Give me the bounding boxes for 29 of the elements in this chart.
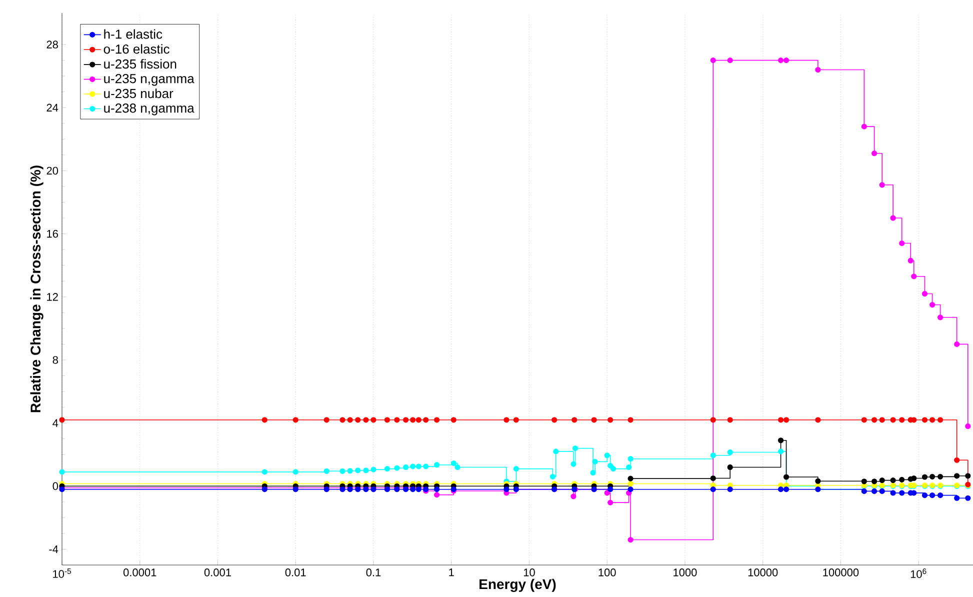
y-tick-label: 24 [46, 104, 58, 112]
x-tick-label: 0.0001 [123, 568, 156, 576]
x-tick-label: 10 [524, 568, 535, 576]
x-tick-label: 0.001 [204, 568, 231, 576]
y-tick-label: 20 [46, 166, 58, 175]
x-tick-label: 0.1 [366, 568, 381, 576]
y-tick-label: 0 [52, 482, 58, 490]
x-tick-label: 10000 [748, 568, 778, 576]
x-tick-label: 1 [449, 568, 454, 576]
x-tick-label: 1000 [674, 568, 697, 576]
legend-label: o-16 elastic [104, 44, 170, 54]
y-tick-label: 28 [46, 40, 58, 48]
y-tick-label: 4 [52, 419, 58, 427]
legend-label: h-1 elastic [104, 29, 162, 39]
x-tick-label: 10$^{-5}$ [53, 568, 71, 578]
y-tick-label: 12 [47, 293, 58, 301]
y-tick-label: -4 [49, 545, 58, 554]
x-tick-label: 0.01 [285, 568, 306, 576]
x-tick-label: 100000 [823, 568, 859, 576]
y-axis-title: Relative Change in Cross-section (%) [30, 166, 44, 412]
x-axis-title: Energy (eV) [480, 578, 556, 592]
legend-label: u-235 n,gamma [104, 74, 194, 86]
legend-label: u-235 fission [104, 59, 176, 69]
x-tick-label: 100 [598, 568, 616, 576]
y-tick-label: 16 [47, 230, 58, 238]
legend-label: u-238 n,gamma [104, 103, 194, 116]
legend-label: u-235 nubar [104, 88, 174, 98]
x-tick-label: 10$^{6}$ [910, 568, 926, 578]
y-tick-label: 8 [52, 356, 58, 364]
